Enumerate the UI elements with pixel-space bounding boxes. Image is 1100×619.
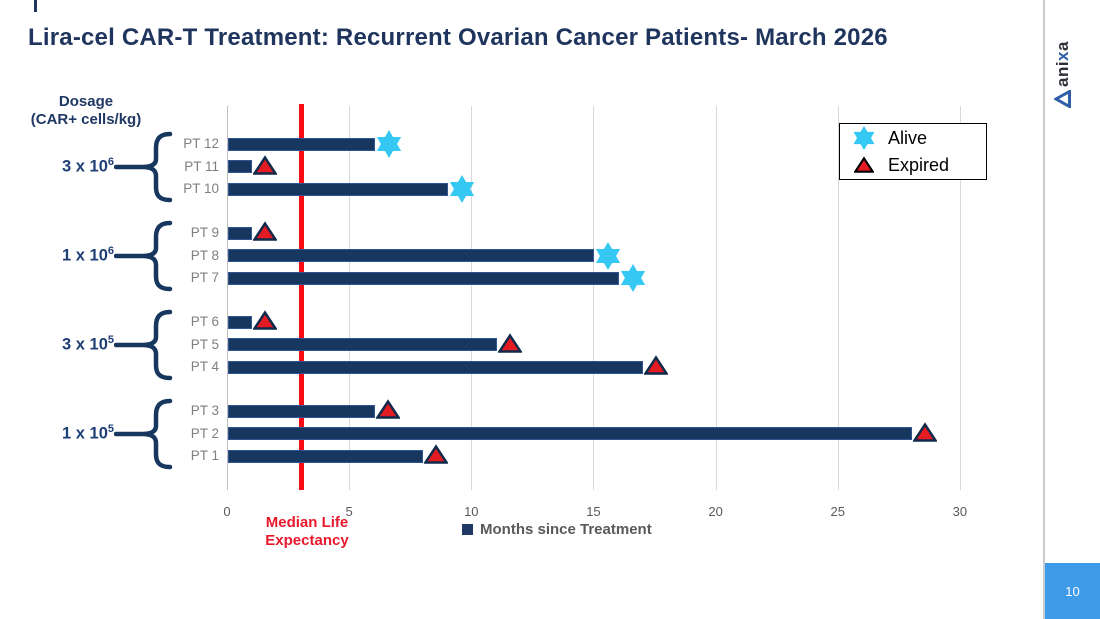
patient-label: PT 7: [190, 270, 219, 285]
alive-star-marker: [618, 263, 648, 298]
patient-bar: [228, 160, 253, 173]
survival-bar-chart: 0 5 10 15 20 25 30 PT 12 PT 11 PT 10 PT 9 PT 8 PT 7 P…: [183, 104, 1017, 519]
gridline: [959, 106, 961, 490]
dosage-group-label: 3 x 105: [62, 333, 114, 354]
x-axis-legend: Months since Treatment: [462, 521, 652, 538]
patient-label: PT 1: [190, 448, 219, 463]
expired-triangle-marker: [423, 444, 450, 470]
page-number-badge: 10: [1045, 563, 1100, 619]
expired-triangle-marker: [252, 221, 279, 247]
dosage-group-label: 3 x 106: [62, 155, 114, 176]
median-life-expectancy-label: Median Life Expectancy: [265, 514, 349, 549]
patient-bar: [228, 271, 619, 285]
expired-triangle-icon: [840, 156, 888, 174]
status-legend: Alive Expired: [839, 123, 987, 180]
slide-edge-mark: [34, 0, 37, 12]
patient-label: PT 8: [190, 247, 219, 263]
patient-label: PT 10: [183, 181, 219, 196]
patient-label: PT 4: [190, 359, 219, 374]
patient-bar: [228, 137, 375, 151]
legend-square-icon: [462, 524, 473, 535]
expired-triangle-marker: [252, 154, 279, 181]
patient-bar: [228, 427, 913, 440]
group-brace: [113, 129, 178, 205]
legend-row-expired: Expired: [840, 152, 986, 179]
x-tick-label: 15: [586, 504, 601, 519]
patient-bar: [228, 182, 448, 196]
patient-bar: [228, 449, 424, 463]
patient-bar: [228, 404, 375, 418]
gridline: [837, 106, 839, 490]
patient-label: PT 9: [190, 225, 219, 240]
expired-triangle-marker: [912, 421, 938, 448]
alive-star-marker: [447, 174, 477, 209]
alive-star-icon: [840, 125, 888, 151]
gridline: [593, 106, 595, 490]
side-separator-line: [1043, 0, 1045, 619]
median-life-line: [299, 104, 305, 490]
patient-label: PT 12: [183, 136, 219, 151]
dosage-axis-title: Dosage (CAR+ cells/kg): [30, 93, 142, 128]
alive-star-marker: [593, 241, 623, 276]
patient-label: PT 11: [184, 158, 219, 174]
anixa-logo: anixa: [1046, 24, 1080, 108]
expired-triangle-marker: [252, 310, 279, 336]
patient-bar: [228, 315, 253, 329]
gridline: [349, 106, 351, 490]
dosage-group-label: 1 x 106: [62, 244, 114, 265]
x-tick-label: 0: [223, 504, 231, 519]
patient-bar: [228, 249, 595, 262]
x-tick-label: 20: [708, 504, 723, 519]
patient-label: PT 6: [190, 314, 219, 329]
page-number: 10: [1065, 583, 1080, 599]
x-tick-label: 30: [952, 504, 968, 519]
dosage-group-label: 1 x 105: [62, 422, 114, 443]
x-tick-label: 25: [830, 504, 845, 519]
group-brace: [113, 307, 178, 383]
patient-bar: [228, 360, 644, 374]
expired-triangle-marker: [643, 355, 670, 381]
y-axis-line: [227, 106, 228, 490]
x-tick-label: 10: [464, 504, 479, 519]
patient-label: PT 2: [190, 425, 219, 441]
alive-star-marker: [374, 129, 404, 164]
x-tick-label: 5: [345, 504, 353, 519]
expired-triangle-marker: [496, 332, 523, 359]
anixa-logo-text: anixa: [1046, 24, 1080, 108]
page-title: Lira-cel CAR-T Treatment: Recurrent Ovar…: [28, 24, 888, 51]
group-brace: [113, 396, 178, 472]
patient-label: PT 5: [190, 336, 219, 352]
patient-label: PT 3: [190, 403, 219, 418]
expired-triangle-marker: [374, 399, 401, 425]
group-brace: [113, 218, 178, 294]
patient-bar: [228, 226, 253, 240]
gridline: [471, 106, 473, 490]
gridline: [715, 106, 717, 490]
patient-bar: [228, 338, 497, 351]
legend-row-alive: Alive: [840, 125, 986, 152]
anixa-triangle-icon: [1054, 90, 1071, 108]
